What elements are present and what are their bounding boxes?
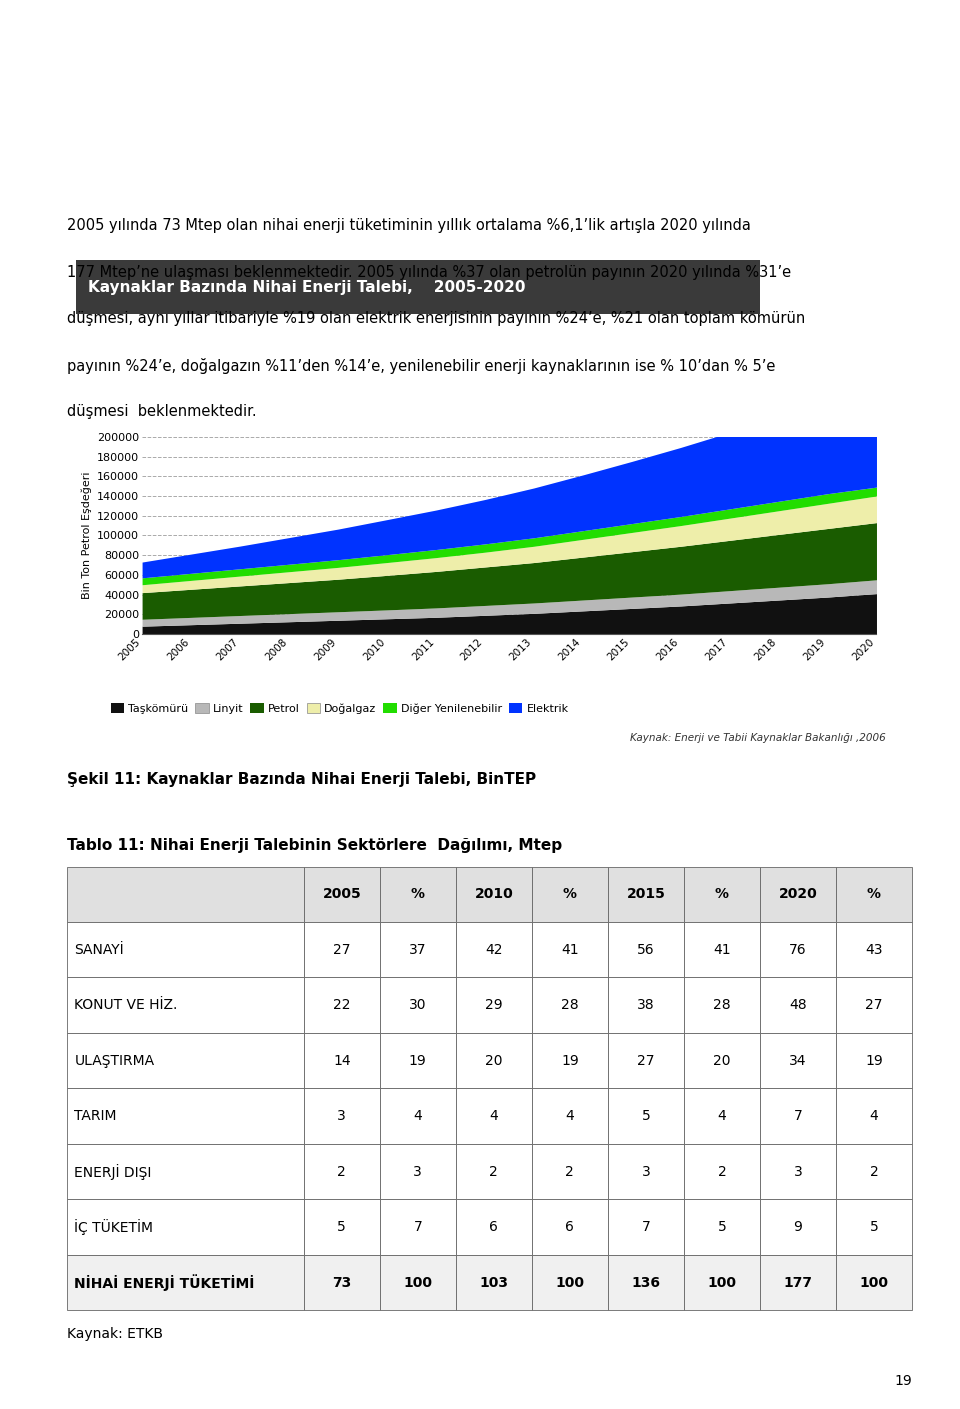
Y-axis label: Bin Ton Petrol Eşdeğeri: Bin Ton Petrol Eşdeğeri: [82, 472, 91, 599]
Legend: Taşkömürü, Linyit, Petrol, Doğalgaz, Diğer Yenilenebilir, Elektrik: Taşkömürü, Linyit, Petrol, Doğalgaz, Diğ…: [107, 699, 573, 719]
Text: Kaynak: ETKB: Kaynak: ETKB: [67, 1327, 163, 1341]
Text: Kaynak: Enerji ve Tabii Kaynaklar Bakanlığı ,2006: Kaynak: Enerji ve Tabii Kaynaklar Bakanl…: [630, 733, 886, 743]
Text: düşmesi  beklenmektedir.: düşmesi beklenmektedir.: [67, 404, 257, 420]
Text: 2005 yılında 73 Mtep olan nihai enerji tüketiminin yıllık ortalama %6,1’lik artı: 2005 yılında 73 Mtep olan nihai enerji t…: [67, 218, 751, 234]
Text: 19: 19: [895, 1374, 912, 1388]
Text: Tablo 11: Nihai Enerji Talebinin Sektörlere  Dağılımı, Mtep: Tablo 11: Nihai Enerji Talebinin Sektörl…: [67, 838, 563, 854]
Text: Kaynaklar Bazında Nihai Enerji Talebi,    2005-2020: Kaynaklar Bazında Nihai Enerji Talebi, 2…: [88, 279, 525, 294]
Text: payının %24’e, doğalgazın %11’den %14’e, yenilenebilir enerji kaynaklarının ise : payının %24’e, doğalgazın %11’den %14’e,…: [67, 358, 776, 373]
Text: düşmesi, aynı yıllar itibariyle %19 olan elektrik enerjisinin payının %24’e, %21: düşmesi, aynı yıllar itibariyle %19 olan…: [67, 311, 805, 327]
Bar: [76, 259, 760, 314]
Text: 177 Mtep’ne ulaşması beklenmektedir. 2005 yılında %37 olan petrolün payının 2020: 177 Mtep’ne ulaşması beklenmektedir. 200…: [67, 265, 791, 280]
Text: Şekil 11: Kaynaklar Bazında Nihai Enerji Talebi, BinTEP: Şekil 11: Kaynaklar Bazında Nihai Enerji…: [67, 772, 537, 788]
